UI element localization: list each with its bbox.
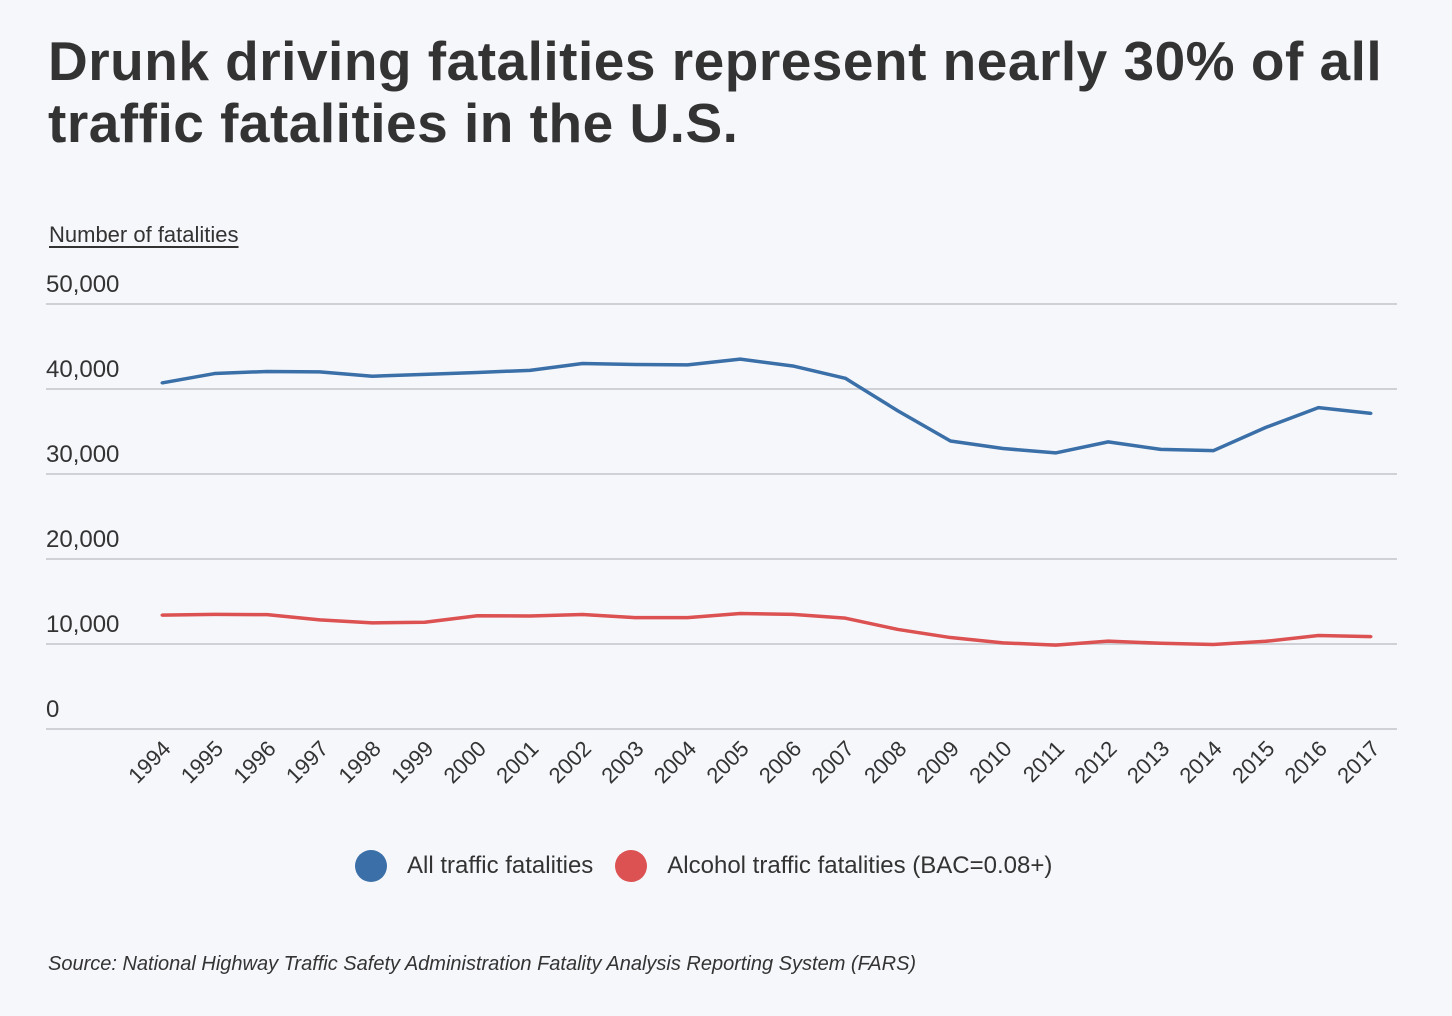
data-point — [475, 370, 479, 374]
data-point — [1369, 635, 1373, 639]
data-point — [160, 381, 164, 385]
data-point — [791, 364, 795, 368]
x-tick-label: 2001 — [491, 736, 543, 788]
data-point — [1106, 440, 1110, 444]
data-point — [1316, 406, 1320, 410]
legend-label-alcohol: Alcohol traffic fatalities (BAC=0.08+) — [667, 852, 1053, 879]
data-point — [528, 368, 532, 372]
legend: All traffic fatalities Alcohol traffic f… — [355, 850, 1074, 882]
data-point — [1054, 643, 1058, 647]
x-tick-label: 2014 — [1175, 736, 1227, 788]
x-tick-label: 1994 — [123, 736, 175, 788]
source-note: Source: National Highway Traffic Safety … — [48, 953, 917, 975]
data-point — [738, 357, 742, 361]
data-point — [213, 612, 217, 616]
data-point — [160, 613, 164, 617]
series-line-alcohol — [161, 611, 1372, 647]
x-tick-label: 2015 — [1227, 736, 1279, 788]
x-tick-label: 2003 — [596, 736, 648, 788]
chart-title: Drunk driving fatalities represent nearl… — [48, 30, 1383, 154]
legend-item-alcohol: Alcohol traffic fatalities (BAC=0.08+) — [615, 850, 1052, 882]
data-point — [1159, 447, 1163, 451]
data-point — [896, 409, 900, 413]
y-tick-label: 40,000 — [46, 356, 119, 383]
legend-marker-all — [355, 850, 387, 882]
data-point — [213, 372, 217, 376]
x-tick-label: 2016 — [1280, 736, 1332, 788]
y-tick-label: 50,000 — [46, 271, 119, 298]
x-tick-label: 2000 — [439, 736, 491, 788]
data-point — [791, 612, 795, 616]
x-tick-label: 1997 — [281, 736, 333, 788]
data-point — [686, 363, 690, 367]
data-point — [423, 620, 427, 624]
data-point — [370, 621, 374, 625]
data-point — [1264, 639, 1268, 643]
data-point — [475, 614, 479, 618]
data-point — [581, 612, 585, 616]
data-point — [686, 616, 690, 620]
legend-marker-alcohol — [615, 850, 648, 882]
data-point — [948, 439, 952, 443]
x-tick-label: 2017 — [1332, 736, 1384, 788]
x-tick-label: 2005 — [701, 736, 753, 788]
x-tick-label: 2006 — [754, 736, 806, 788]
x-tick-label: 1996 — [228, 736, 280, 788]
data-point — [265, 613, 269, 617]
data-point — [581, 361, 585, 365]
y-tick-label: 30,000 — [46, 441, 119, 468]
legend-item-all: All traffic fatalities — [355, 850, 593, 882]
y-axis-label: Number of fatalities — [49, 222, 239, 247]
data-point — [1264, 425, 1268, 429]
data-point — [423, 372, 427, 376]
data-point — [318, 370, 322, 374]
data-point — [948, 636, 952, 640]
x-tick-label: 1998 — [334, 736, 386, 788]
x-tick-label: 1995 — [176, 736, 228, 788]
data-point — [633, 362, 637, 366]
y-tick-label: 10,000 — [46, 611, 119, 638]
x-tick-label: 2008 — [859, 736, 911, 788]
series-line-all-traffic — [161, 357, 1372, 455]
data-point — [1159, 641, 1163, 645]
data-point — [1369, 411, 1373, 415]
data-point — [738, 612, 742, 616]
data-point — [1001, 641, 1005, 645]
data-point — [843, 376, 847, 380]
x-tick-label: 2004 — [649, 736, 701, 788]
data-point — [1106, 639, 1110, 643]
data-point — [843, 616, 847, 620]
data-point — [1211, 449, 1215, 453]
y-tick-label: 20,000 — [46, 526, 119, 553]
data-point — [528, 614, 532, 618]
x-tick-label: 2002 — [544, 736, 596, 788]
legend-label-all: All traffic fatalities — [407, 852, 594, 879]
x-tick-label: 1999 — [386, 736, 438, 788]
data-point — [1054, 451, 1058, 455]
data-point — [633, 616, 637, 620]
data-point — [1316, 634, 1320, 638]
x-tick-label: 2007 — [807, 736, 859, 788]
data-point — [1211, 642, 1215, 646]
data-point — [896, 627, 900, 631]
data-point — [1001, 447, 1005, 451]
x-tick-label: 2009 — [912, 736, 964, 788]
data-point — [265, 369, 269, 373]
data-point — [370, 374, 374, 378]
x-tick-label: 2012 — [1069, 736, 1121, 788]
x-tick-label: 2013 — [1122, 736, 1174, 788]
x-tick-label: 2010 — [964, 736, 1016, 788]
data-point — [318, 618, 322, 622]
y-tick-label: 0 — [46, 696, 59, 723]
x-tick-label: 2011 — [1018, 736, 1069, 787]
